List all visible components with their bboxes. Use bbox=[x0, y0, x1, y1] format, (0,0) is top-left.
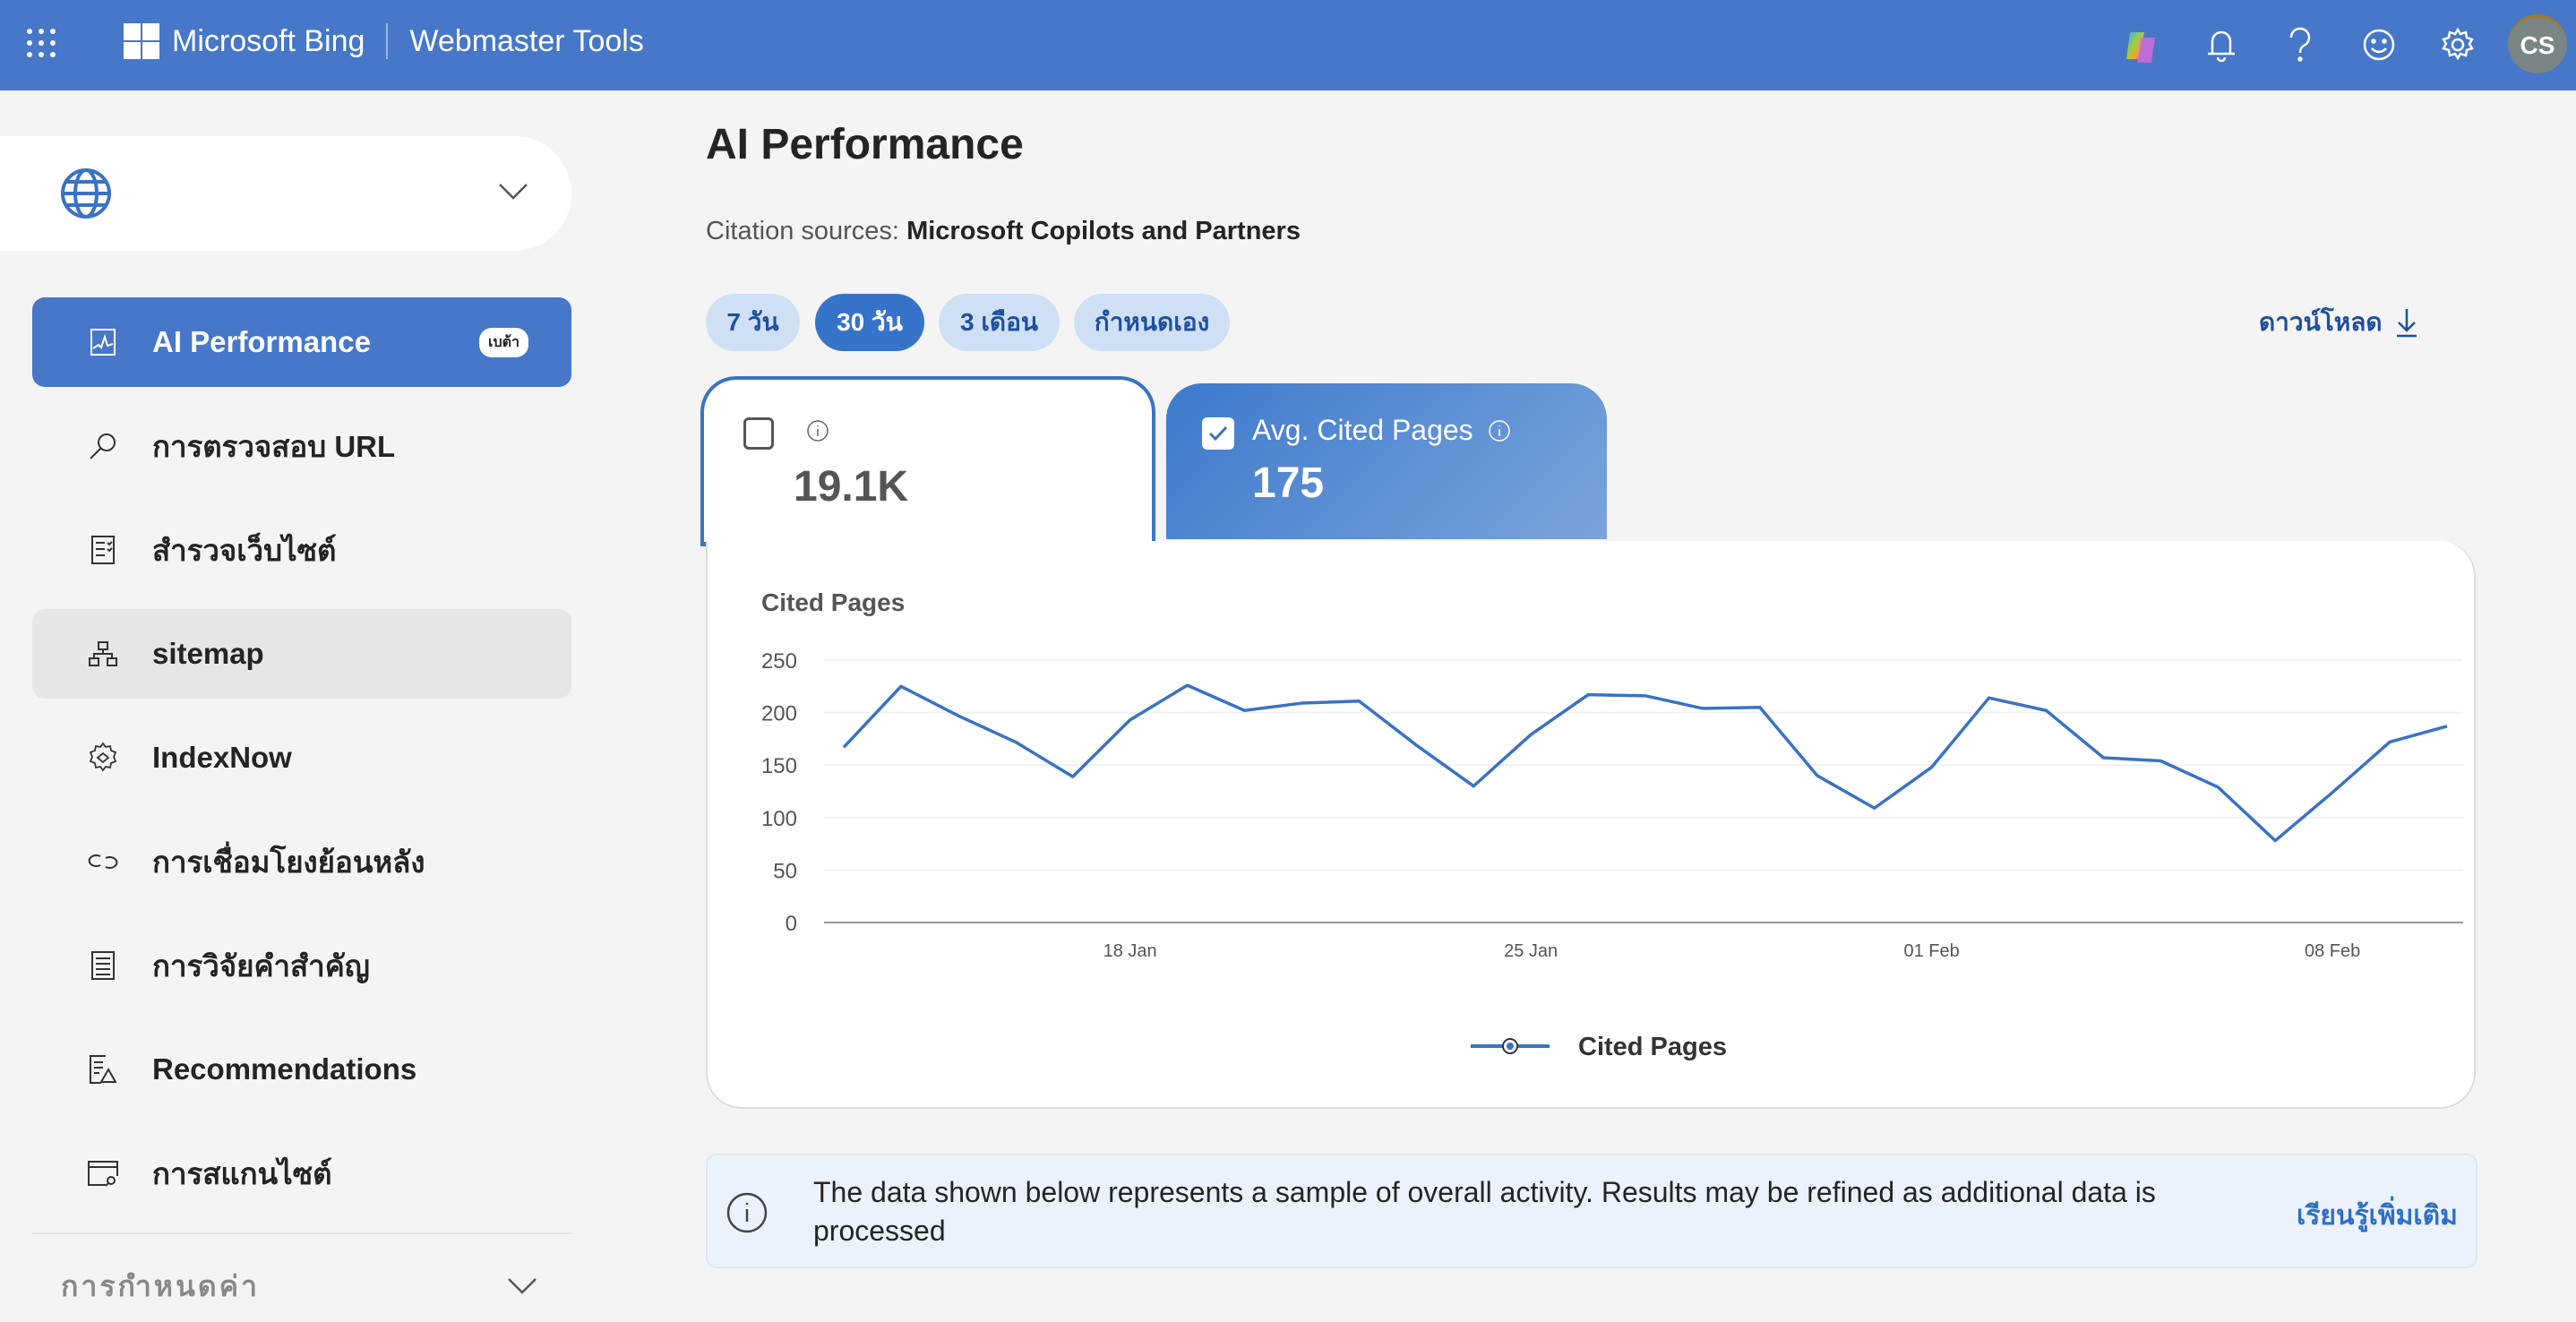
sidebar-item-sitemap[interactable]: sitemap bbox=[32, 609, 571, 699]
series-line bbox=[842, 683, 2448, 843]
y-tick-label: 100 bbox=[761, 807, 797, 831]
download-button[interactable]: ดาวน์โหลด bbox=[2259, 303, 2418, 342]
sidebar-item-site-explorer[interactable]: สำรวจเว็บไซต์ bbox=[32, 505, 571, 595]
sidebar-item-recommendations[interactable]: Recommendations bbox=[32, 1025, 571, 1114]
sidebar-item-keyword-research[interactable]: การวิจัยคำสำคัญ bbox=[32, 921, 571, 1010]
legend-label: Cited Pages bbox=[1578, 1033, 1727, 1061]
product-name: Webmaster Tools bbox=[409, 23, 644, 58]
chevron-down-icon bbox=[499, 184, 528, 200]
download-label: ดาวน์โหลด bbox=[2259, 308, 2383, 336]
sidebar-item-label: Recommendations bbox=[152, 1052, 417, 1086]
citation-sources: Citation sources: Microsoft Copilots and… bbox=[706, 217, 1301, 246]
metric-card-citations[interactable]: 19.1K bbox=[700, 376, 1155, 546]
line-chart: Cited Pages 0 50 100 150 200 250 18 Jan 25 Jan 01… bbox=[761, 588, 2463, 1061]
settings-section-toggle[interactable]: การกำหนดค่า bbox=[32, 1259, 571, 1313]
metric-checkbox[interactable] bbox=[743, 417, 774, 450]
checkmark-icon bbox=[1208, 425, 1228, 442]
sidebar-divider bbox=[32, 1232, 571, 1234]
user-avatar[interactable]: CS bbox=[2508, 14, 2567, 73]
metric-card-avg-cited-pages[interactable]: Avg. Cited Pages 175 bbox=[1166, 383, 1607, 539]
sidebar-item-label: การสแกนไซต์ bbox=[152, 1156, 332, 1190]
range-custom[interactable]: กำหนดเอง bbox=[1074, 294, 1230, 351]
sidebar-item-indexnow[interactable]: IndexNow bbox=[32, 713, 571, 803]
y-tick-label: 200 bbox=[761, 702, 797, 726]
metric-label: Avg. Cited Pages bbox=[1252, 414, 1473, 446]
help-icon[interactable] bbox=[2279, 23, 2322, 66]
chart-icon bbox=[81, 329, 125, 356]
y-tick-label: 150 bbox=[761, 754, 797, 778]
list-icon bbox=[81, 951, 125, 980]
sidebar-item-label: การเชื่อมโยงย้อนหลัง bbox=[152, 845, 425, 879]
info-icon[interactable] bbox=[1488, 419, 1511, 442]
citation-value: Microsoft Copilots and Partners bbox=[906, 217, 1301, 245]
y-tick-label: 0 bbox=[786, 912, 797, 936]
info-icon bbox=[726, 1192, 768, 1233]
link-icon bbox=[81, 851, 125, 872]
brand-name: Microsoft Bing bbox=[172, 23, 365, 58]
sidebar-item-label: การตรวจสอบ URL bbox=[152, 429, 396, 463]
feedback-smiley-icon[interactable] bbox=[2357, 23, 2400, 66]
top-bar: Microsoft Bing Webmaster Tools CS bbox=[0, 0, 2576, 90]
range-7-days[interactable]: 7 วัน bbox=[706, 294, 800, 351]
metric-value: 19.1K bbox=[794, 463, 909, 511]
metric-checkbox-checked[interactable] bbox=[1202, 417, 1234, 450]
notifications-bell-icon[interactable] bbox=[2200, 23, 2243, 66]
sidebar-item-label: sitemap bbox=[152, 637, 264, 670]
brand[interactable]: Microsoft Bing Webmaster Tools bbox=[124, 23, 644, 59]
settings-label: การกำหนดค่า bbox=[61, 1269, 260, 1302]
recommendations-icon bbox=[81, 1055, 125, 1084]
chevron-down-icon bbox=[508, 1278, 537, 1294]
range-30-days[interactable]: 30 วัน bbox=[815, 294, 924, 351]
sitemap-icon bbox=[81, 641, 125, 666]
indexnow-gear-icon bbox=[81, 742, 125, 774]
sidebar-item-url-inspection[interactable]: การตรวจสอบ URL bbox=[32, 401, 571, 491]
x-tick-label: 25 Jan bbox=[1504, 941, 1558, 961]
citation-label: Citation sources: bbox=[706, 217, 899, 245]
sidebar-item-label: IndexNow bbox=[152, 741, 292, 774]
legend-marker-dot bbox=[1507, 1043, 1514, 1050]
sidebar-item-ai-performance[interactable]: AI Performance เบต้า bbox=[32, 297, 571, 387]
sidebar-item-site-scan[interactable]: การสแกนไซต์ bbox=[32, 1129, 571, 1218]
info-text: The data shown below represents a sample… bbox=[813, 1176, 2156, 1247]
y-tick-label: 250 bbox=[761, 649, 797, 674]
sidebar-item-label: การวิจัยคำสำคัญ bbox=[152, 949, 370, 983]
download-icon bbox=[2396, 309, 2417, 338]
site-selector[interactable] bbox=[0, 136, 571, 251]
checklist-icon bbox=[81, 536, 125, 564]
learn-more-link[interactable]: เรียนรู้เพิ่มเติม bbox=[2297, 1201, 2458, 1231]
info-banner: The data shown below represents a sample… bbox=[706, 1154, 2477, 1268]
x-tick-label: 08 Feb bbox=[2305, 941, 2360, 961]
metric-value: 175 bbox=[1252, 459, 1325, 507]
app-launcher-icon[interactable] bbox=[25, 27, 57, 64]
info-icon[interactable] bbox=[806, 419, 829, 442]
divider bbox=[386, 23, 389, 59]
site-scan-icon bbox=[81, 1160, 125, 1187]
chart-title: Cited Pages bbox=[761, 588, 905, 616]
range-3-months[interactable]: 3 เดือน bbox=[939, 294, 1060, 351]
page-title: AI Performance bbox=[706, 121, 1024, 168]
search-icon bbox=[81, 432, 125, 460]
y-tick-label: 50 bbox=[773, 859, 797, 883]
settings-gear-icon[interactable] bbox=[2436, 23, 2479, 66]
x-tick-label: 18 Jan bbox=[1103, 941, 1157, 961]
globe-icon bbox=[61, 168, 111, 219]
beta-badge: เบต้า bbox=[479, 327, 528, 357]
sidebar-item-backlinks[interactable]: การเชื่อมโยงย้อนหลัง bbox=[32, 817, 571, 906]
microsoft-logo-icon bbox=[124, 23, 159, 59]
sidebar-item-label: AI Performance bbox=[152, 325, 371, 358]
sidebar-item-label: สำรวจเว็บไซต์ bbox=[152, 533, 337, 567]
x-tick-label: 01 Feb bbox=[1904, 941, 1960, 961]
copilot-icon[interactable] bbox=[2119, 23, 2162, 66]
chart-panel: Cited Pages 0 50 100 150 200 250 18 Jan 25 Jan 01… bbox=[706, 541, 2476, 1109]
